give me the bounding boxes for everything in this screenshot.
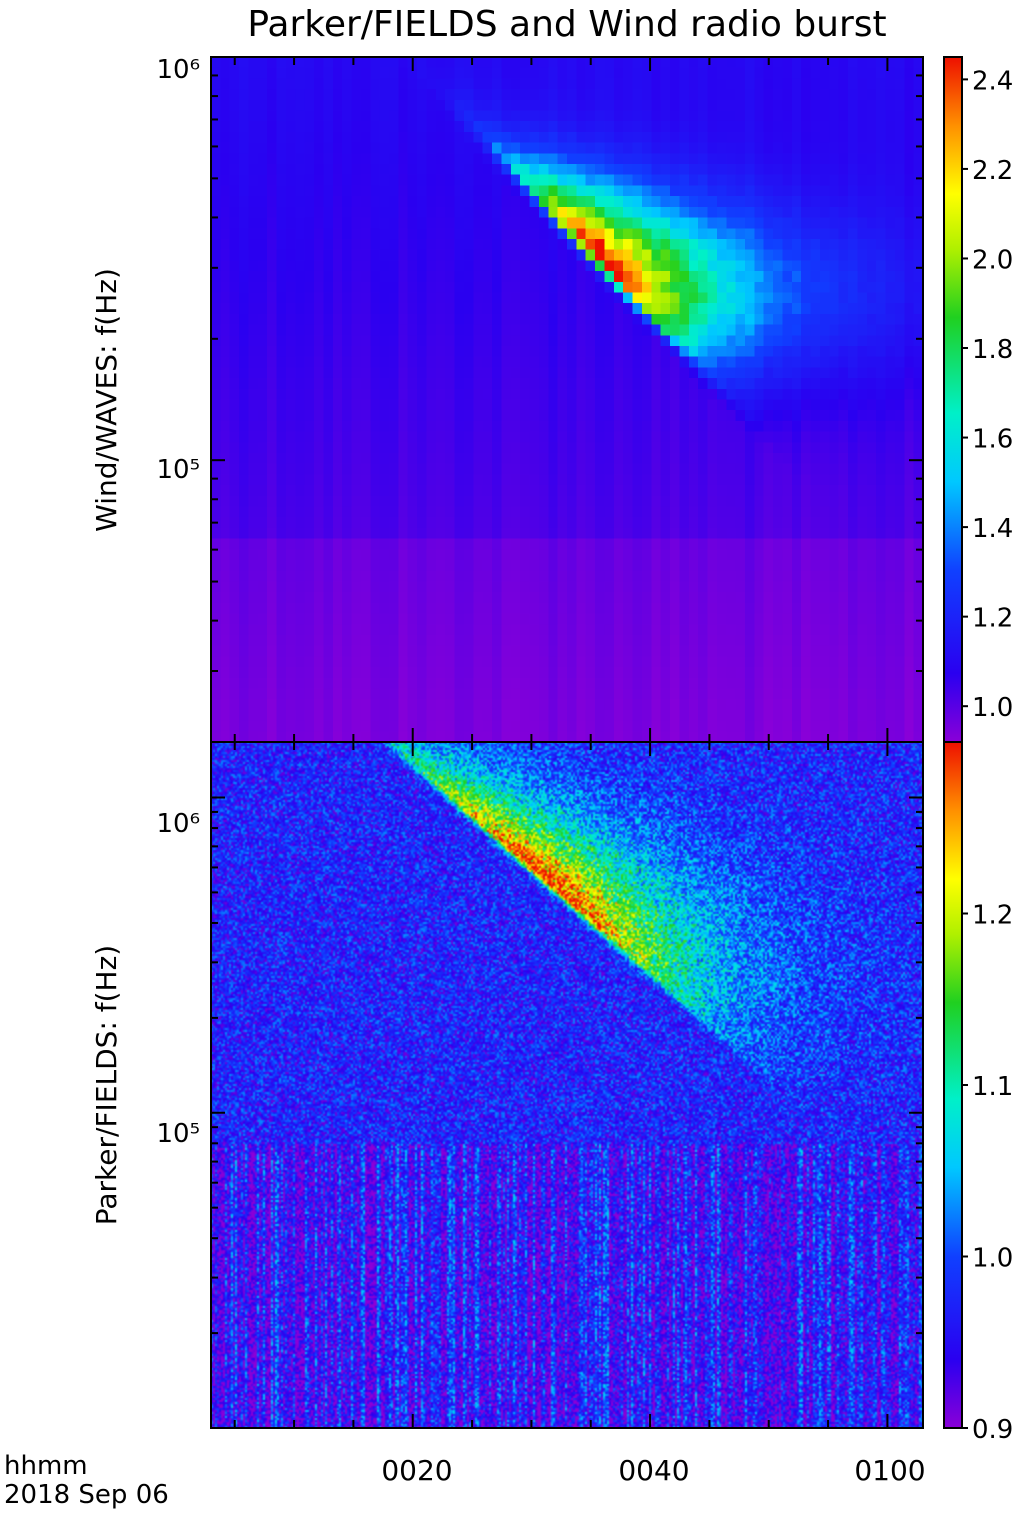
colorbar-tick-label: 1.0 [972,1244,1013,1274]
colorbar-tick-label: 1.2 [972,901,1013,931]
time-axis-date: 2018 Sep 06 [4,1480,169,1510]
wind-waves-colorbar: 2.4 2.2 2.0 1.8 1.6 1.4 1.2 1.0 [943,56,1013,743]
wind-waves-frequency-axis [211,56,923,743]
time-tick-0040: 0040 [618,1454,689,1487]
parker-fields-panel: 10⁶ 10⁵ Parker/FIELDS: f(Hz) [90,741,924,1429]
parker-fields-ylabel: Parker/FIELDS: f(Hz) [90,945,123,1225]
colorbar-tick-label: 0.9 [972,1415,1013,1445]
wind-waves-ytick-1e5: 10⁵ [156,455,200,485]
colorbar-tick-label: 1.1 [972,1072,1013,1102]
colorbar-tick-label: 1.4 [972,514,1013,544]
parker-fields-ytick-1e5: 10⁵ [156,1119,200,1149]
wind-waves-panel: 10⁶ 10⁵ Wind/WAVES: f(Hz) [90,55,924,743]
colorbar-tick-label: 1.0 [972,693,1013,723]
time-tick-0100: 0100 [854,1454,925,1487]
colorbar-tick-label: 1.6 [972,425,1013,455]
wind-waves-ytick-1e6: 10⁶ [156,55,200,85]
colorbar-tick-label: 1.2 [972,604,1013,634]
parker-fields-frequency-axis [211,796,923,1429]
parker-fields-colorbar-gradient [943,741,963,1429]
parker-fields-frame [210,741,924,1429]
wind-waves-ylabel: Wind/WAVES: f(Hz) [90,268,123,532]
colorbar-tick-label: 2.2 [972,156,1013,186]
figure-title: Parker/FIELDS and Wind radio burst [247,4,886,45]
time-tick-0020: 0020 [381,1454,452,1487]
time-axis [233,57,889,1428]
parker-fields-spectrogram [211,742,923,1428]
wind-waves-colorbar-gradient [943,56,963,743]
colorbar-tick-label: 2.4 [972,66,1013,96]
wind-waves-spectrogram [211,57,923,742]
colorbar-tick-label: 2.0 [972,245,1013,275]
colorbar-tick-label: 1.8 [972,335,1013,365]
parker-fields-ytick-1e6: 10⁶ [156,809,200,839]
time-axis-label: hhmm [4,1451,88,1481]
parker-fields-colorbar: 1.2 1.1 1.0 0.9 [943,741,1013,1445]
